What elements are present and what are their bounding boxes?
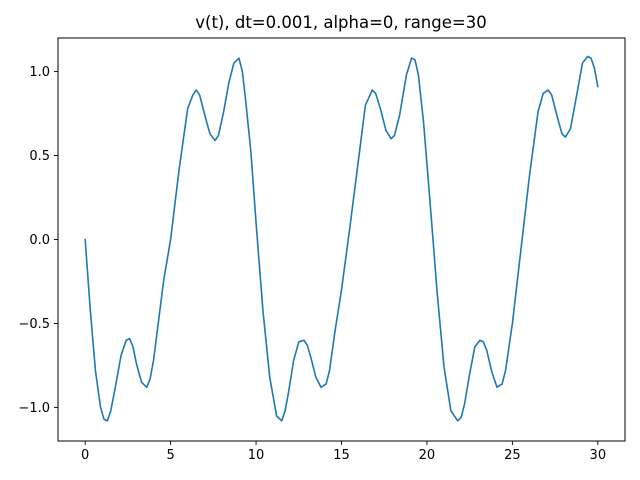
x-tick-label: 20	[419, 448, 436, 463]
y-axis: −1.0 −0.5 0.0 0.5 1.0	[18, 65, 58, 416]
x-tick-label: 10	[248, 448, 265, 463]
x-tick-label: 5	[166, 448, 174, 463]
y-tick-label: 0.0	[29, 233, 50, 248]
x-tick-label: 15	[333, 448, 350, 463]
y-tick-label: 0.5	[29, 149, 50, 164]
y-tick-label: −1.0	[18, 401, 50, 416]
plot-area	[84, 55, 599, 422]
x-tick-label: 25	[504, 448, 521, 463]
x-tick-label: 0	[81, 448, 89, 463]
y-tick-label: −0.5	[18, 317, 50, 332]
chart-title: v(t), dt=0.001, alpha=0, range=30	[195, 13, 486, 32]
y-tick-label: 1.0	[29, 65, 50, 80]
x-tick-label: 30	[590, 448, 607, 463]
x-axis: 0 5 10 15 20 25 30	[81, 441, 606, 463]
series-line-1	[84, 55, 599, 422]
